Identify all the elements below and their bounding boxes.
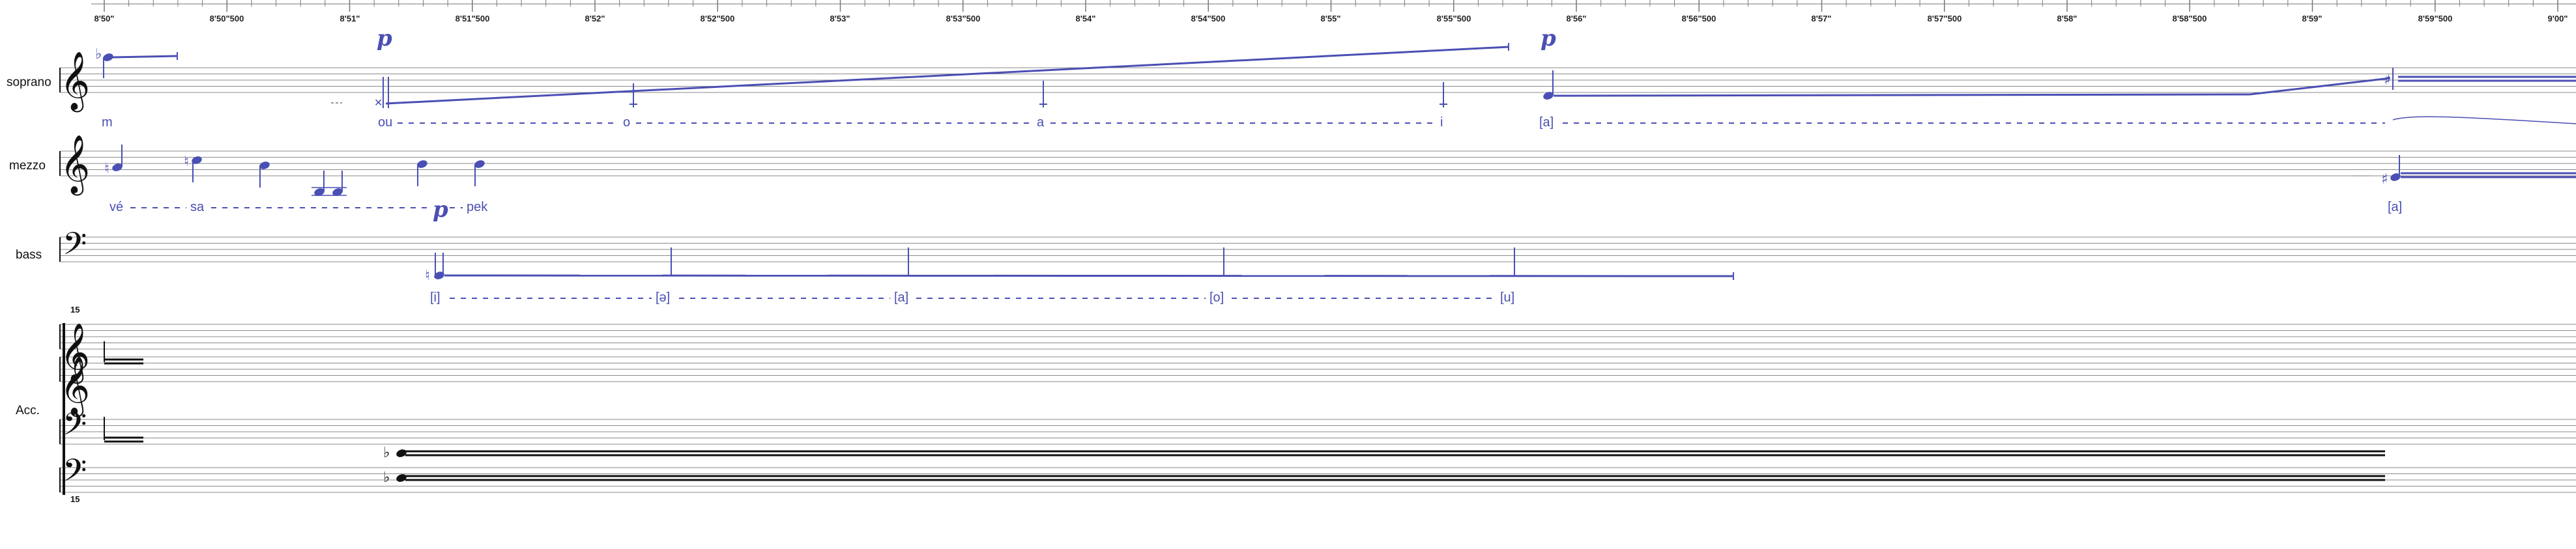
lyric-syllable: o bbox=[623, 115, 630, 130]
flat-icon: ♭ bbox=[383, 445, 390, 461]
time-label: 8'51"500 bbox=[456, 14, 490, 23]
lyric-syllable: sa bbox=[190, 200, 205, 214]
flat-icon: ♭ bbox=[95, 46, 102, 63]
time-label: 8'51" bbox=[340, 14, 360, 23]
bass-clef-icon: 𝄢 bbox=[63, 452, 87, 496]
bass-part: ♮ [i] [ə] [a] [o] [u] bbox=[425, 247, 1734, 305]
treble-clef-icon: 𝄞 bbox=[60, 135, 90, 196]
glissando-line bbox=[2249, 77, 2391, 96]
time-label: 8'57"500 bbox=[1928, 14, 1962, 23]
note-head bbox=[1543, 92, 1554, 100]
note-head bbox=[103, 53, 113, 61]
bass-clef-icon: 𝄢 bbox=[63, 225, 87, 270]
note-head bbox=[332, 188, 343, 196]
ruler-ticks bbox=[104, 0, 2558, 12]
lyric-syllable: i bbox=[1440, 115, 1443, 130]
time-label: 8'53"500 bbox=[946, 14, 981, 23]
time-label: 8'58" bbox=[2057, 14, 2077, 23]
note-head bbox=[2390, 173, 2401, 181]
natural-icon: ♮ bbox=[184, 154, 189, 170]
note-head bbox=[396, 449, 407, 457]
instrument-name-bass: bass bbox=[16, 248, 42, 262]
flat-icon: ♭ bbox=[383, 470, 390, 486]
time-label: 8'52" bbox=[585, 14, 605, 23]
time-label: 8'57" bbox=[1812, 14, 1832, 23]
treble-clef-icon: 𝄞 bbox=[60, 51, 90, 113]
dynamic-marking: p bbox=[1541, 25, 1556, 51]
sustain-line bbox=[444, 274, 1734, 277]
timeline-ruler: 8'50" 8'50"500 8'51" 8'51"500 8'52" 8'52… bbox=[91, 0, 2576, 23]
acc-mark-top: 15 bbox=[70, 305, 80, 315]
ruler-labels: 8'50" 8'50"500 8'51" 8'51"500 8'52" 8'52… bbox=[94, 14, 2568, 23]
time-label: 9'00" bbox=[2548, 14, 2568, 23]
instrument-name-acc: Acc. bbox=[16, 404, 40, 417]
sustain-line bbox=[111, 55, 178, 59]
slur bbox=[2392, 116, 2576, 124]
dynamic-marking: p bbox=[377, 25, 392, 51]
staff-system bbox=[59, 67, 2576, 493]
lyric-syllable: [a] bbox=[1539, 115, 1554, 130]
accordion-part: ♭ ♭ bbox=[104, 341, 2385, 486]
lyric-syllable: ou bbox=[378, 115, 392, 130]
time-label: 8'59" bbox=[2302, 14, 2323, 23]
lyric-syllable: pek bbox=[467, 200, 488, 214]
mezzo-part: ♮ ♮ ♯ vé sa p pek [a] bbox=[104, 145, 2576, 223]
acc-mark-bottom: 15 bbox=[70, 494, 80, 504]
x-notehead-icon: ✕ bbox=[374, 96, 383, 109]
note-head bbox=[417, 160, 427, 168]
note-head bbox=[192, 156, 202, 164]
time-label: 8'55"500 bbox=[1437, 14, 1471, 23]
time-label: 8'50" bbox=[94, 14, 115, 23]
note-head bbox=[474, 160, 485, 168]
lyric-syllable: [o] bbox=[1209, 290, 1224, 305]
time-label: 8'54" bbox=[1076, 14, 1096, 23]
lyric-syllable: a bbox=[1037, 115, 1045, 130]
time-label: 8'55" bbox=[1321, 14, 1341, 23]
time-label: 8'54"500 bbox=[1191, 14, 1226, 23]
time-label: 8'56" bbox=[1567, 14, 1587, 23]
sharp-icon: ♯ bbox=[2381, 171, 2388, 188]
note-head bbox=[434, 272, 444, 279]
instrument-name-mezzo: mezzo bbox=[9, 159, 46, 173]
time-label: 8'53" bbox=[830, 14, 850, 23]
soprano-part: ♭ p ✕ p ♯ m ou o a i [a] bbox=[95, 25, 2576, 130]
lyric-syllable: [a] bbox=[2388, 200, 2402, 214]
bass-clef-icon: 𝄢 bbox=[63, 406, 87, 450]
time-label: 8'52"500 bbox=[701, 14, 735, 23]
lyric-syllable: [ə] bbox=[656, 290, 670, 305]
note-head bbox=[112, 163, 123, 171]
note-head bbox=[314, 188, 325, 196]
sharp-icon: ♯ bbox=[2384, 72, 2391, 89]
note-head bbox=[259, 162, 270, 169]
time-label: 8'58"500 bbox=[2173, 14, 2207, 23]
glissando-line bbox=[385, 46, 1509, 105]
sustain-line bbox=[1553, 93, 2250, 97]
natural-icon: ♮ bbox=[104, 161, 109, 177]
natural-icon: ♮ bbox=[425, 268, 430, 284]
note-head bbox=[396, 474, 407, 482]
time-label: 8'56"500 bbox=[1682, 14, 1716, 23]
lyric-syllable: vé bbox=[109, 200, 123, 214]
lyric-syllable: m bbox=[102, 115, 113, 130]
lyric-syllable: [a] bbox=[894, 290, 908, 305]
lyric-syllable: [i] bbox=[430, 290, 441, 305]
instrument-name-soprano: soprano bbox=[7, 76, 51, 89]
time-label: 8'59"500 bbox=[2418, 14, 2453, 23]
time-label: 8'50"500 bbox=[210, 14, 244, 23]
lyric-syllable: [u] bbox=[1500, 290, 1514, 305]
dynamic-marking: p bbox=[433, 197, 448, 223]
